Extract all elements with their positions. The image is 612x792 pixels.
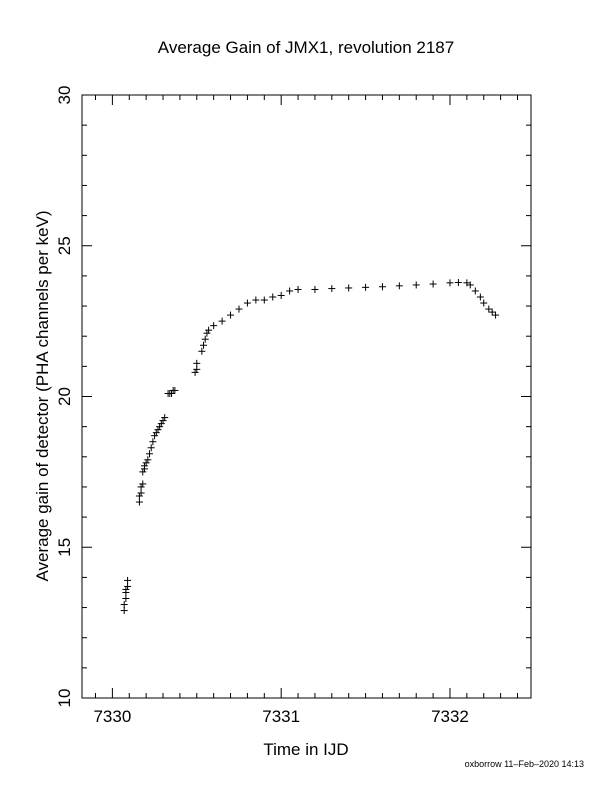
data-point bbox=[203, 329, 211, 337]
data-point bbox=[210, 322, 218, 330]
data-point bbox=[488, 308, 496, 316]
data-point bbox=[252, 296, 260, 304]
data-point bbox=[135, 492, 143, 500]
data-point bbox=[277, 291, 285, 299]
data-point bbox=[191, 368, 199, 376]
data-point bbox=[139, 480, 147, 488]
data-point bbox=[446, 279, 454, 287]
y-axis-label: Average gain of detector (PHA channels p… bbox=[33, 210, 52, 581]
data-point bbox=[485, 305, 493, 313]
data-point bbox=[200, 341, 208, 349]
data-point bbox=[137, 483, 145, 491]
data-point bbox=[147, 444, 155, 452]
data-point bbox=[193, 359, 201, 367]
data-point bbox=[454, 279, 462, 287]
y-tick-label: 20 bbox=[55, 387, 74, 406]
x-tick-label: 7332 bbox=[431, 707, 469, 726]
plot-frame bbox=[81, 94, 532, 699]
data-point bbox=[429, 280, 437, 288]
data-point bbox=[218, 317, 226, 325]
data-point bbox=[137, 489, 145, 497]
tick-labels: 10 15 20 25 30 7330 7331 7332 bbox=[55, 86, 469, 726]
data-point bbox=[161, 414, 169, 422]
data-point bbox=[345, 284, 353, 292]
data-point bbox=[122, 595, 130, 603]
data-point bbox=[471, 287, 479, 295]
data-point bbox=[140, 462, 148, 470]
data-point bbox=[205, 326, 213, 334]
data-point bbox=[362, 283, 370, 291]
data-point bbox=[122, 585, 130, 593]
data-point bbox=[156, 423, 164, 431]
data-point bbox=[269, 293, 277, 301]
data-point bbox=[120, 601, 128, 609]
data-point bbox=[146, 450, 154, 458]
data-point bbox=[235, 305, 243, 313]
data-point bbox=[151, 432, 159, 440]
data-point bbox=[227, 311, 235, 319]
data-point bbox=[124, 576, 132, 584]
data-point bbox=[260, 296, 268, 304]
data-point bbox=[120, 607, 128, 615]
data-point bbox=[378, 283, 386, 291]
data-point bbox=[157, 420, 165, 428]
y-tick-label: 15 bbox=[55, 538, 74, 557]
data-point bbox=[139, 468, 147, 476]
data-point bbox=[193, 365, 201, 373]
data-point bbox=[167, 389, 175, 397]
data-point bbox=[198, 347, 206, 355]
x-tick-label: 7331 bbox=[262, 707, 300, 726]
x-axis-label: Time in IJD bbox=[263, 740, 348, 759]
data-point bbox=[294, 285, 302, 293]
data-point bbox=[135, 498, 143, 506]
data-point bbox=[480, 299, 488, 307]
y-tick-label: 10 bbox=[55, 689, 74, 708]
data-point bbox=[412, 281, 420, 289]
data-point bbox=[311, 285, 319, 293]
data-point bbox=[124, 582, 132, 590]
data-point bbox=[395, 282, 403, 290]
x-tick-label: 7330 bbox=[93, 707, 131, 726]
data-points bbox=[120, 279, 500, 615]
data-point bbox=[201, 335, 209, 343]
axis-ticks bbox=[82, 94, 531, 699]
data-point bbox=[142, 459, 150, 467]
data-point bbox=[152, 429, 160, 437]
y-tick-label: 25 bbox=[55, 236, 74, 255]
chart-title: Average Gain of JMX1, revolution 2187 bbox=[158, 38, 454, 57]
data-point bbox=[154, 426, 162, 434]
y-tick-label: 30 bbox=[55, 86, 74, 105]
data-point bbox=[243, 299, 251, 307]
data-point bbox=[492, 311, 500, 319]
data-point bbox=[144, 456, 152, 464]
data-point bbox=[159, 417, 167, 425]
data-point bbox=[328, 285, 336, 293]
footer-credit: oxborrow 11–Feb–2020 14:13 bbox=[464, 759, 584, 769]
data-point bbox=[476, 293, 484, 301]
data-point bbox=[149, 438, 157, 446]
data-point bbox=[466, 281, 474, 289]
data-point bbox=[171, 386, 179, 394]
data-point bbox=[286, 287, 294, 295]
